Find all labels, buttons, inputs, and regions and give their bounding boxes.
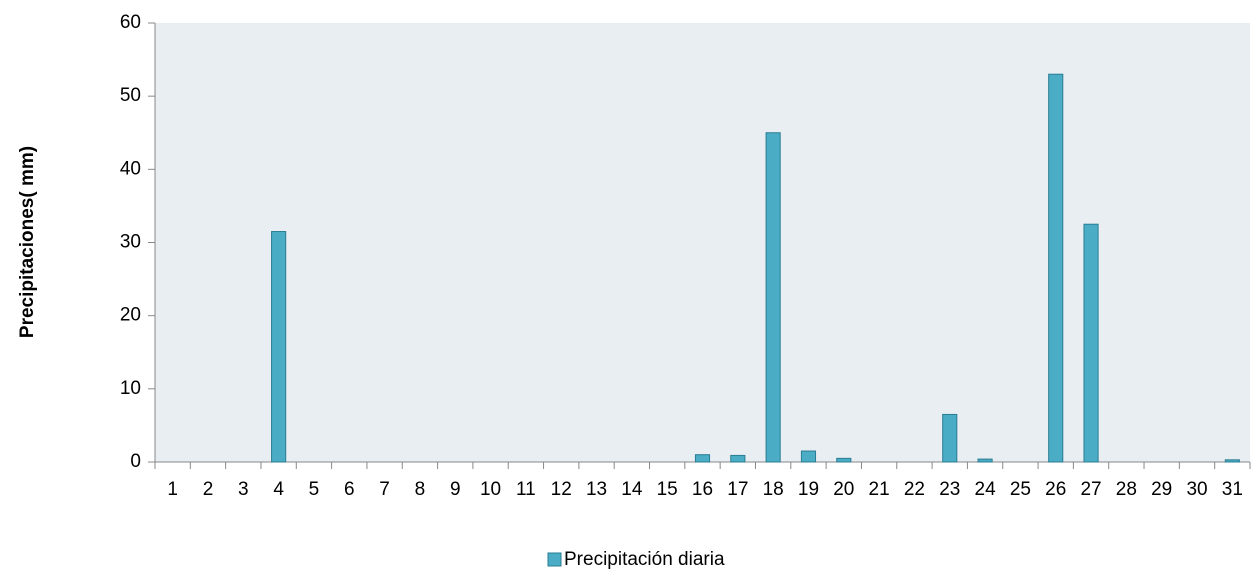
- x-tick-label: 25: [1010, 479, 1031, 500]
- x-tick-label: 9: [450, 479, 461, 500]
- x-tick-label: 18: [763, 479, 784, 500]
- x-tick-label: 26: [1045, 479, 1066, 500]
- x-tick-label: 27: [1080, 479, 1101, 500]
- x-tick-label: 8: [415, 479, 426, 500]
- bar: [271, 231, 287, 463]
- x-tick-label: 15: [657, 479, 678, 500]
- x-tick-label: 1: [167, 479, 178, 500]
- y-tick-label: 0: [130, 451, 141, 472]
- x-tick-label: 28: [1116, 479, 1137, 500]
- x-tick-label: 31: [1222, 479, 1243, 500]
- x-tick-label: 23: [939, 479, 960, 500]
- y-axis-label: Precipitaciones( mm): [17, 146, 38, 338]
- x-tick-label: 3: [238, 479, 249, 500]
- x-tick-label: 20: [833, 479, 854, 500]
- legend-label: Precipitación diaria: [564, 549, 725, 570]
- bar: [1224, 459, 1240, 463]
- x-tick-label: 21: [869, 479, 890, 500]
- bar: [765, 132, 781, 463]
- x-tick-label: 24: [975, 479, 997, 500]
- bar: [977, 458, 993, 463]
- x-tick-label: 17: [727, 479, 748, 500]
- bar: [730, 454, 746, 463]
- x-tick-label: 29: [1151, 479, 1172, 500]
- x-tick-label: 30: [1186, 479, 1207, 500]
- y-tick-label: 50: [120, 85, 141, 106]
- x-tick-label: 4: [273, 479, 284, 500]
- bar: [942, 413, 958, 463]
- y-tick-label: 20: [120, 305, 141, 326]
- bar: [694, 454, 711, 463]
- legend-swatch: [547, 552, 562, 567]
- x-tick-label: 10: [480, 479, 501, 500]
- x-tick-label: 11: [516, 479, 536, 500]
- bar: [1083, 223, 1099, 463]
- y-tick-label: 10: [120, 378, 141, 399]
- x-tick-label: 19: [798, 479, 819, 500]
- y-tick-label: 40: [120, 158, 141, 179]
- x-tick-label: 6: [344, 479, 355, 500]
- x-tick-label: 16: [692, 479, 713, 500]
- plot-area: [155, 23, 1250, 462]
- bar: [800, 450, 817, 463]
- x-tick-label: 5: [309, 479, 320, 500]
- x-tick-label: 22: [904, 479, 925, 500]
- bar: [1048, 73, 1064, 463]
- x-tick-label: 7: [379, 479, 390, 500]
- x-tick-label: 12: [551, 479, 572, 500]
- x-tick-label: 2: [203, 479, 214, 500]
- x-tick-label: 14: [621, 479, 643, 500]
- bar: [836, 457, 852, 463]
- y-tick-label: 60: [120, 12, 141, 33]
- y-tick-label: 30: [120, 232, 141, 253]
- x-tick-label: 13: [586, 479, 607, 500]
